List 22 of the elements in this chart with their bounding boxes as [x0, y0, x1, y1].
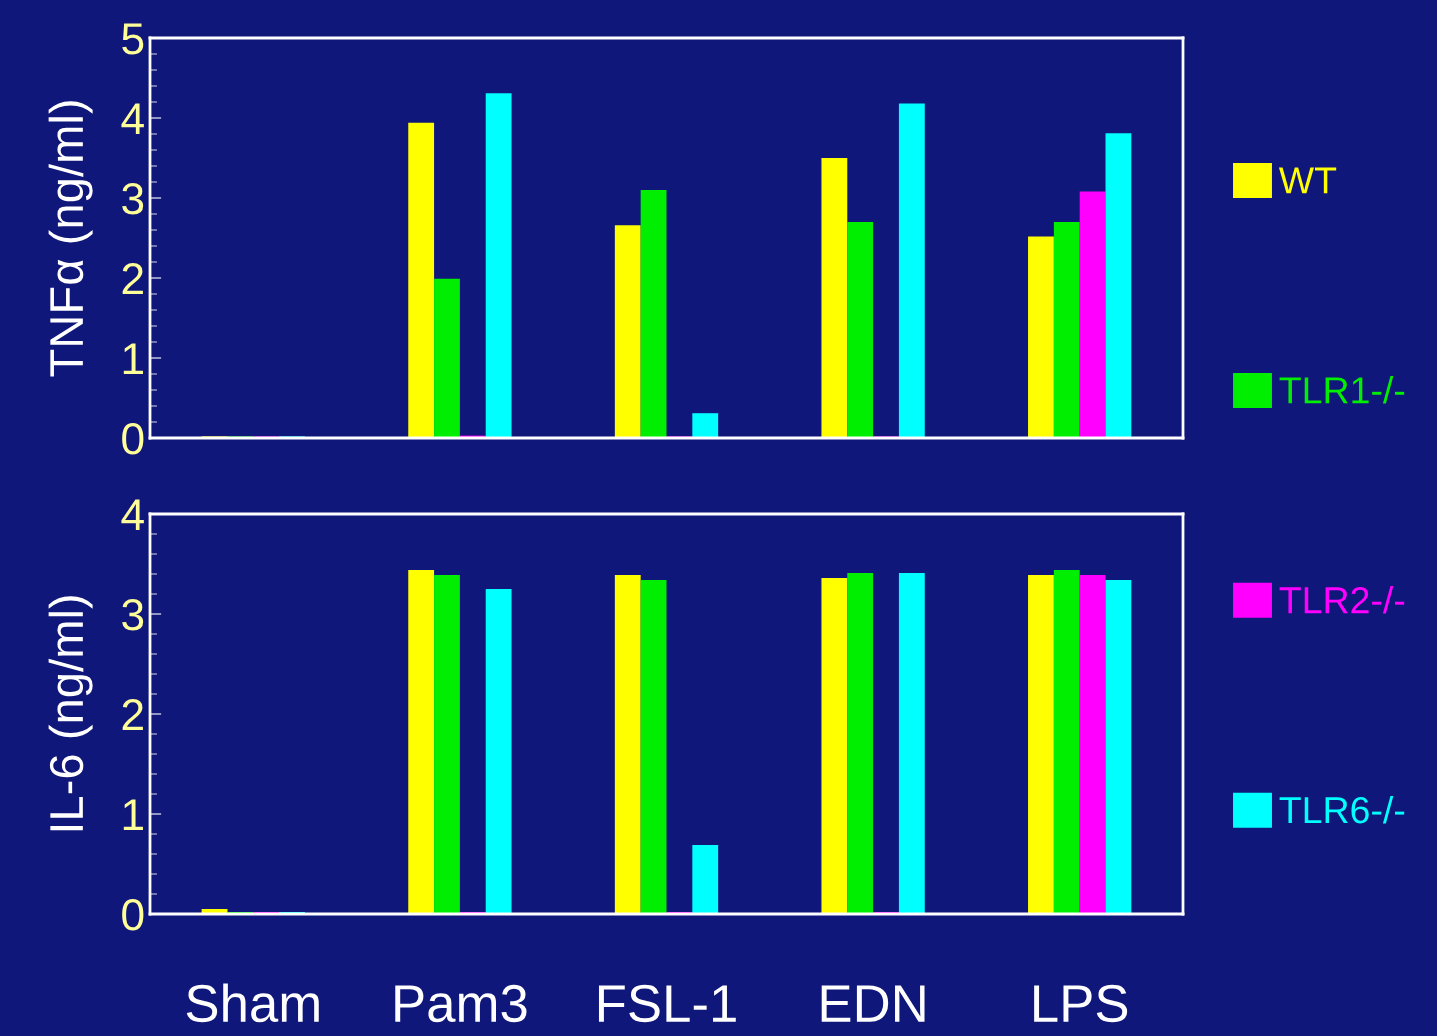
y-tick-label: 1 — [123, 343, 143, 375]
legend-label: WT — [1278, 167, 1337, 194]
x-tick-label: FSL-1 — [598, 984, 736, 1023]
y-tick-label: 0 — [122, 423, 144, 455]
legend-label: TLR2-/- — [1279, 585, 1405, 614]
y-tick-label: 2 — [122, 263, 143, 295]
y-tick-label: 5 — [122, 23, 144, 55]
legend-label: TLR6-/- — [1279, 795, 1405, 824]
legend-label: TLR1-/- — [1279, 376, 1405, 404]
y-tick-label: 0 — [122, 899, 144, 931]
y-tick-label: 3 — [122, 599, 144, 631]
y-tick-label: 4 — [121, 499, 144, 531]
y-axis-title: IL-6 (ng/ml) — [48, 596, 93, 831]
x-tick-label: Sham — [186, 983, 319, 1023]
x-tick-label: LPS — [1034, 984, 1128, 1023]
y-tick-label: 3 — [122, 183, 144, 215]
x-tick-label: Pam3 — [395, 984, 527, 1023]
x-tick-label: EDN — [821, 985, 925, 1022]
y-tick-label: 4 — [121, 103, 144, 135]
y-tick-label: 1 — [123, 799, 143, 831]
y-tick-label: 2 — [122, 699, 143, 731]
y-axis-title: TNFα (ng/ml) — [48, 101, 93, 377]
